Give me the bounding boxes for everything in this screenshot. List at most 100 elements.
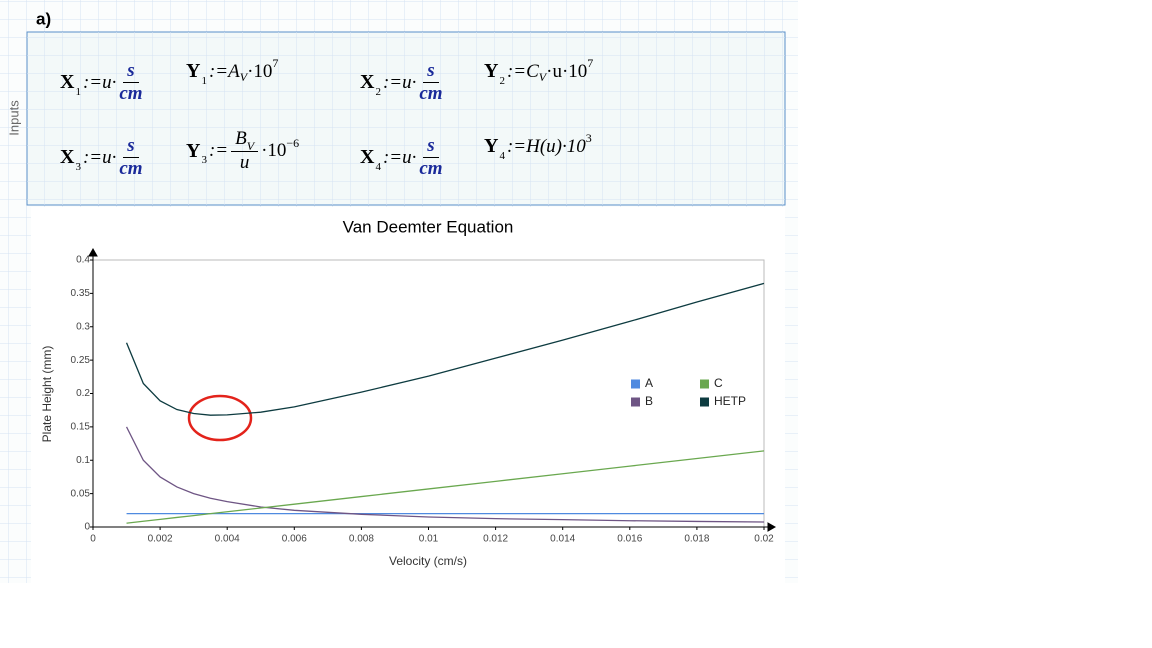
x-tick-label: 0.012 bbox=[483, 534, 508, 545]
numerator: s bbox=[123, 135, 139, 158]
x-axis bbox=[93, 522, 777, 532]
x-tick-label: 0.008 bbox=[349, 534, 374, 545]
inputs-grid bbox=[27, 32, 785, 205]
equation: X 4:=u· s cm bbox=[360, 135, 446, 180]
exponent: 7 bbox=[272, 56, 279, 70]
variable: Y bbox=[484, 60, 499, 82]
x-tick-label: 0.004 bbox=[215, 534, 240, 545]
equation: X 2:=u· s cm bbox=[360, 60, 446, 105]
equation: Y 1:=A V ·10 7 bbox=[186, 56, 278, 87]
plot-frame bbox=[93, 259, 765, 527]
equation: X 1:=u· s cm bbox=[60, 60, 146, 105]
y-tick-label: 0 bbox=[84, 522, 90, 533]
x-axis-label: Velocity (cm/s) bbox=[389, 554, 467, 568]
denominator: cm bbox=[419, 158, 443, 179]
variable: Y bbox=[186, 139, 201, 162]
region-label: a) bbox=[36, 9, 51, 28]
numerator: s bbox=[423, 135, 439, 158]
variable-index: 1 bbox=[75, 85, 81, 98]
denominator: u bbox=[239, 152, 250, 173]
exponent: −6 bbox=[286, 135, 300, 150]
fraction: s cm bbox=[119, 135, 142, 180]
fraction: BV u bbox=[231, 128, 259, 174]
legend-swatch bbox=[700, 397, 709, 407]
equation: Y 3:= BV u ·10 −6 bbox=[186, 128, 299, 174]
fraction: s cm bbox=[419, 60, 442, 105]
y-tick-label: 0.35 bbox=[71, 288, 91, 299]
variable: X bbox=[60, 71, 75, 93]
expression: :=u· bbox=[82, 146, 117, 168]
variable: Y bbox=[186, 60, 201, 82]
legend-label: B bbox=[645, 394, 653, 408]
legend-swatch bbox=[700, 379, 709, 389]
subscript: V bbox=[538, 70, 547, 84]
expression: :=C bbox=[506, 60, 539, 82]
variable-index: 2 bbox=[499, 74, 505, 87]
expression: := bbox=[208, 140, 229, 161]
numerator-text: B bbox=[235, 128, 247, 149]
legend-swatch bbox=[631, 379, 640, 389]
x-tick-label: 0.02 bbox=[754, 534, 774, 545]
y-tick-label: 0.3 bbox=[76, 321, 90, 332]
legend-label: A bbox=[645, 376, 653, 390]
variable-index: 1 bbox=[201, 74, 207, 87]
variable-index: 3 bbox=[201, 154, 207, 166]
x-tick-label: 0 bbox=[90, 534, 96, 545]
variable-index: 2 bbox=[375, 85, 381, 98]
chart-title: Van Deemter Equation bbox=[343, 217, 514, 236]
variable-index: 4 bbox=[375, 160, 381, 173]
denominator: cm bbox=[419, 83, 443, 104]
variable-index: 3 bbox=[75, 160, 81, 173]
subscript: V bbox=[239, 70, 248, 84]
exponent: 3 bbox=[585, 131, 592, 145]
legend-label: C bbox=[714, 376, 723, 390]
y-tick-label: 0.15 bbox=[71, 422, 91, 433]
numerator: BV bbox=[231, 128, 259, 153]
denominator: cm bbox=[119, 158, 143, 179]
expression: :=H(u)·10 bbox=[506, 135, 586, 157]
equation: Y 2:=C V ·u·10 7 bbox=[484, 56, 593, 87]
inputs-label: Inputs bbox=[6, 100, 21, 136]
fraction: s cm bbox=[119, 60, 142, 105]
multiplier: ·10 bbox=[261, 140, 287, 161]
expression: :=A bbox=[208, 60, 240, 82]
x-tick-label: 0.006 bbox=[282, 534, 307, 545]
series-line bbox=[126, 450, 765, 524]
variable: X bbox=[360, 146, 375, 168]
x-tick-label: 0.018 bbox=[684, 534, 709, 545]
x-tick-label: 0.014 bbox=[550, 534, 575, 545]
y-tick-label: 0.25 bbox=[71, 355, 91, 366]
variable: X bbox=[360, 71, 375, 93]
y-tick-label: 0.4 bbox=[76, 255, 90, 266]
series-line bbox=[125, 426, 765, 523]
series-line bbox=[125, 282, 765, 416]
variable: X bbox=[60, 146, 75, 168]
y-tick-label: 0.05 bbox=[71, 488, 91, 499]
expression: :=u· bbox=[382, 146, 417, 168]
legend-label: HETP bbox=[714, 394, 746, 408]
multiplier: ·10 bbox=[247, 60, 273, 82]
equation: X 3:=u· s cm bbox=[60, 135, 146, 180]
y-axis-label: Plate Height (mm) bbox=[40, 346, 54, 443]
fraction: s cm bbox=[419, 135, 442, 180]
exponent: 7 bbox=[587, 56, 594, 70]
variable-index: 4 bbox=[499, 149, 505, 162]
expression: :=u· bbox=[382, 71, 417, 93]
y-tick-label: 0.1 bbox=[76, 455, 90, 466]
subscript: V bbox=[246, 139, 255, 153]
denominator: cm bbox=[119, 83, 143, 104]
numerator: s bbox=[423, 60, 439, 83]
x-tick-label: 0.016 bbox=[617, 534, 642, 545]
x-tick-label: 0.002 bbox=[148, 534, 173, 545]
multiplier: ·u·10 bbox=[546, 60, 588, 82]
legend-swatch bbox=[631, 397, 640, 407]
x-tick-label: 0.01 bbox=[419, 534, 439, 545]
y-tick-label: 0.2 bbox=[76, 388, 90, 399]
variable: Y bbox=[484, 135, 499, 157]
expression: :=u· bbox=[82, 71, 117, 93]
equation: Y 4:=H(u)·10 3 bbox=[484, 131, 592, 162]
y-axis bbox=[88, 247, 98, 527]
numerator: s bbox=[123, 60, 139, 83]
